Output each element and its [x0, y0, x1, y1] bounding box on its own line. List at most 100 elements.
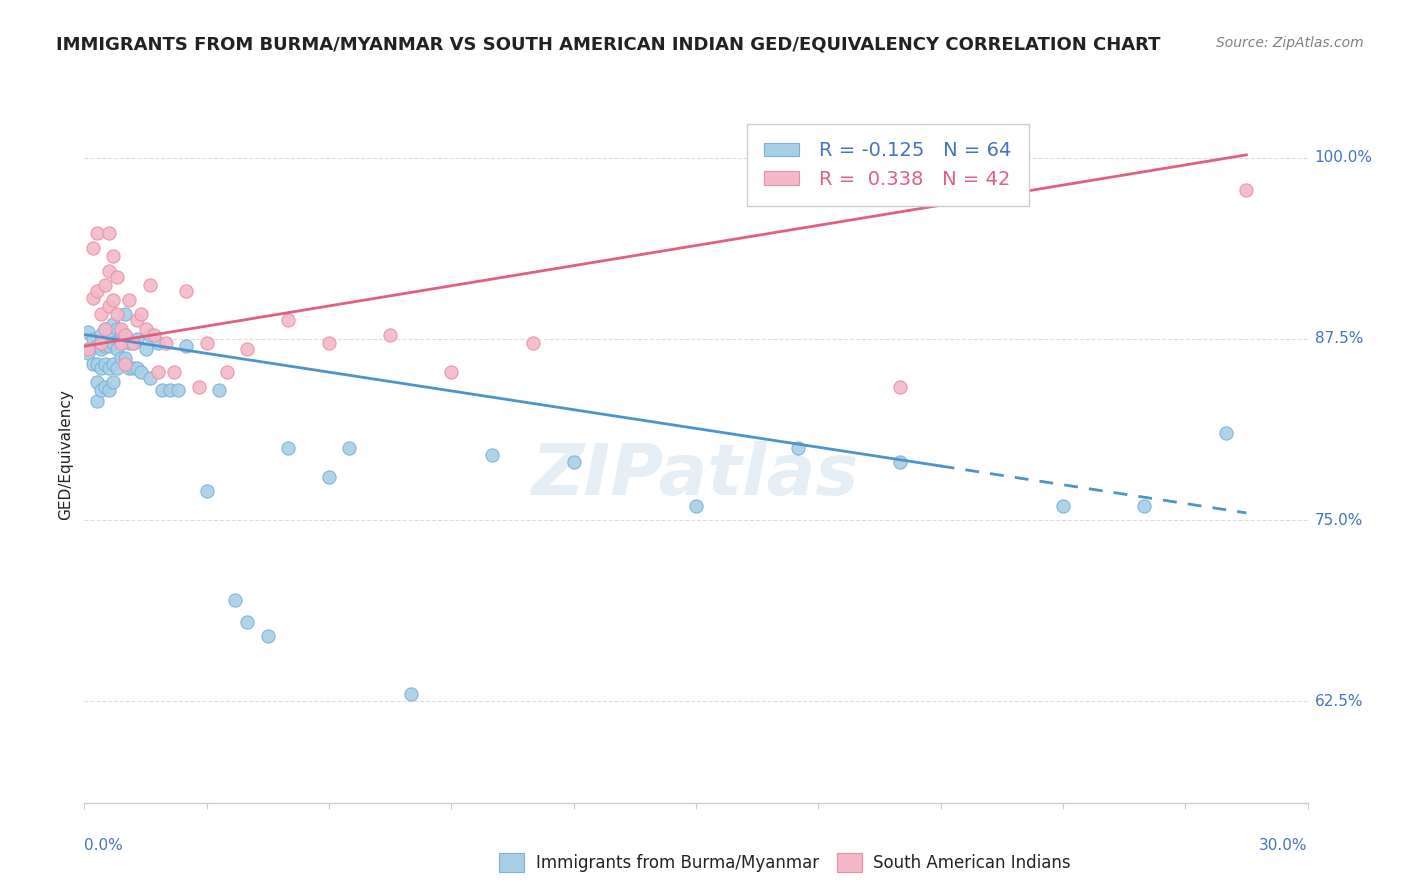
- Point: [90, 383, 112, 397]
- Text: 30.0%: 30.0%: [1260, 838, 1308, 854]
- Text: 0.0%: 0.0%: [84, 838, 124, 854]
- Text: 62.5%: 62.5%: [1315, 694, 1362, 709]
- Point: [138, 371, 160, 385]
- Point: [1133, 499, 1156, 513]
- Point: [889, 380, 911, 394]
- Point: [277, 313, 299, 327]
- Point: [86, 339, 108, 353]
- Point: [97, 383, 120, 397]
- Point: [146, 336, 169, 351]
- Point: [114, 327, 136, 342]
- Point: [1215, 426, 1237, 441]
- Point: [114, 357, 136, 371]
- Point: [399, 687, 422, 701]
- Point: [110, 336, 132, 351]
- Point: [138, 278, 160, 293]
- Point: [118, 360, 141, 375]
- Legend: R = -0.125   N = 64, R =  0.338   N = 42: R = -0.125 N = 64, R = 0.338 N = 42: [747, 124, 1029, 206]
- Point: [86, 357, 108, 371]
- Point: [77, 325, 100, 339]
- Point: [127, 360, 149, 375]
- Point: [105, 322, 128, 336]
- Point: [174, 339, 197, 353]
- Y-axis label: GED/Equivalency: GED/Equivalency: [58, 390, 73, 520]
- Point: [90, 327, 112, 342]
- Text: IMMIGRANTS FROM BURMA/MYANMAR VS SOUTH AMERICAN INDIAN GED/EQUIVALENCY CORRELATI: IMMIGRANTS FROM BURMA/MYANMAR VS SOUTH A…: [56, 36, 1161, 54]
- Text: Source: ZipAtlas.com: Source: ZipAtlas.com: [1216, 36, 1364, 50]
- Point: [155, 336, 177, 351]
- Point: [889, 455, 911, 469]
- Point: [187, 380, 209, 394]
- Point: [82, 241, 104, 255]
- Point: [236, 342, 259, 356]
- Point: [93, 380, 115, 394]
- Point: [93, 278, 115, 293]
- Point: [86, 394, 108, 409]
- Point: [481, 448, 503, 462]
- Point: [110, 325, 132, 339]
- Point: [1052, 499, 1074, 513]
- Point: [118, 293, 141, 307]
- Point: [150, 383, 173, 397]
- Point: [93, 357, 115, 371]
- Point: [208, 383, 231, 397]
- Point: [114, 307, 136, 321]
- Point: [86, 226, 108, 240]
- Point: [236, 615, 259, 629]
- Point: [146, 365, 169, 379]
- Point: [122, 336, 145, 351]
- Point: [97, 226, 120, 240]
- Point: [118, 336, 141, 351]
- Point: [90, 360, 112, 375]
- Point: [135, 322, 157, 336]
- Point: [82, 332, 104, 346]
- Point: [122, 360, 145, 375]
- Point: [101, 357, 124, 371]
- Point: [174, 284, 197, 298]
- Point: [195, 336, 218, 351]
- Point: [101, 318, 124, 332]
- Point: [97, 325, 120, 339]
- Point: [105, 307, 128, 321]
- Point: [195, 484, 218, 499]
- Point: [122, 336, 145, 351]
- Point: [131, 365, 153, 379]
- Point: [77, 342, 100, 356]
- Point: [217, 365, 239, 379]
- Point: [82, 291, 104, 305]
- Point: [318, 469, 340, 483]
- Point: [101, 336, 124, 351]
- Text: South American Indians: South American Indians: [873, 855, 1071, 872]
- Point: [93, 322, 115, 336]
- Point: [787, 441, 810, 455]
- Point: [224, 592, 246, 607]
- Point: [82, 357, 104, 371]
- Point: [101, 376, 124, 390]
- Point: [97, 299, 120, 313]
- Point: [93, 322, 115, 336]
- Point: [110, 351, 132, 365]
- Point: [685, 499, 707, 513]
- Point: [440, 365, 463, 379]
- Point: [114, 351, 136, 365]
- Point: [105, 360, 128, 375]
- Point: [339, 441, 360, 455]
- Point: [380, 327, 402, 342]
- Point: [86, 376, 108, 390]
- Point: [101, 293, 124, 307]
- Point: [90, 336, 112, 351]
- Point: [105, 342, 128, 356]
- Text: 75.0%: 75.0%: [1315, 513, 1362, 528]
- Point: [159, 383, 181, 397]
- Point: [138, 327, 160, 342]
- Text: ZIPatlas: ZIPatlas: [533, 442, 859, 510]
- Point: [90, 307, 112, 321]
- Point: [127, 313, 149, 327]
- Point: [167, 383, 190, 397]
- Point: [86, 284, 108, 298]
- Point: [257, 629, 280, 643]
- Point: [163, 365, 186, 379]
- Point: [135, 342, 157, 356]
- Point: [522, 336, 544, 351]
- Point: [110, 322, 132, 336]
